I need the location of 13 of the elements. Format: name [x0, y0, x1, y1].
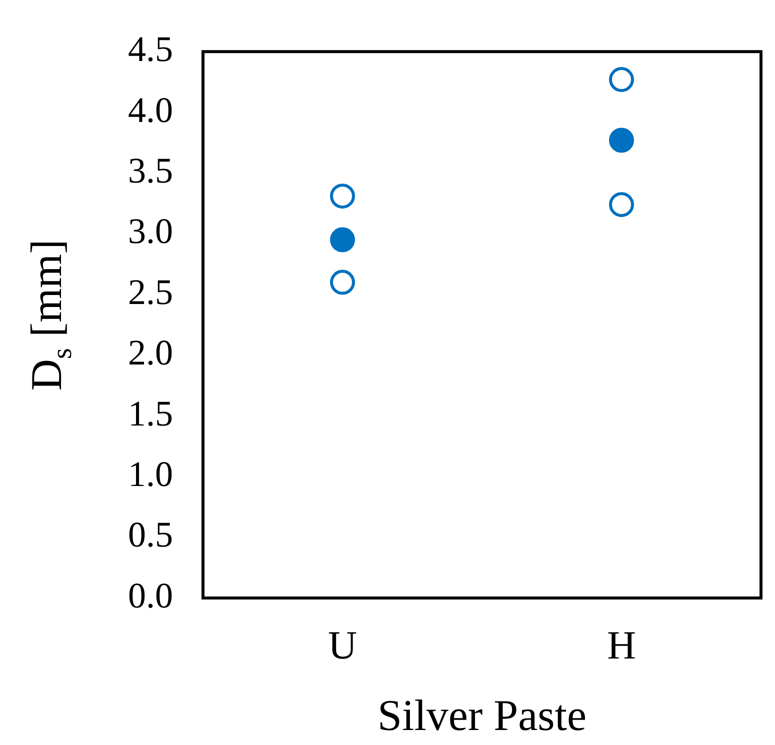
y-tick-label: 0.0 [128, 575, 173, 616]
y-tick-label: 3.0 [128, 211, 173, 252]
y-tick-label: 3.5 [128, 150, 173, 190]
y-tick-label: 1.5 [128, 393, 173, 434]
x-tick-label: H [607, 622, 636, 668]
y-tick-label: 1.0 [128, 454, 173, 494]
y-tick-label: 2.0 [128, 332, 173, 373]
y-tick-label: 4.5 [128, 29, 173, 70]
x-tick-label: U [328, 622, 358, 668]
y-tick-label: 4.0 [128, 90, 173, 130]
x-axis-title: Silver Paste [378, 691, 586, 740]
y-tick-label: 0.5 [128, 514, 173, 555]
y-tick-label: 2.5 [128, 272, 173, 312]
